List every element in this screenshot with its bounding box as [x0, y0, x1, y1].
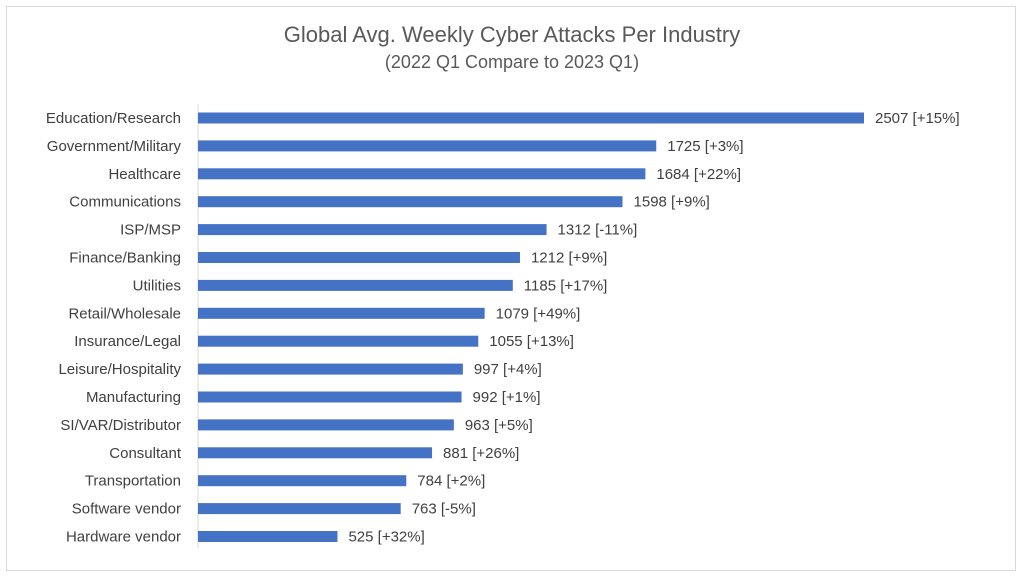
data-label: 2507 [+15%] [875, 110, 960, 127]
data-label: 525 [+32%] [348, 529, 424, 546]
bar [198, 335, 479, 347]
data-label: 963 [+5%] [465, 417, 533, 434]
category-label: Leisure/Hospitality [58, 361, 181, 378]
bar [198, 531, 338, 542]
bar [198, 475, 407, 487]
data-label: 1055 [+13%] [489, 333, 574, 350]
bar [198, 140, 657, 152]
data-label: 1312 [-11%] [558, 222, 638, 239]
bar [198, 224, 547, 236]
category-label: Government/Military [47, 138, 182, 155]
bar [198, 252, 520, 263]
category-label: Manufacturing [86, 389, 181, 406]
bar [198, 391, 462, 403]
category-label: Transportation [85, 473, 181, 490]
bar [198, 363, 463, 375]
category-label: Communications [69, 194, 181, 211]
bar [198, 447, 433, 459]
data-label: 1725 [+3%] [667, 138, 743, 155]
bar [198, 279, 513, 291]
bar [198, 112, 864, 124]
data-label: 1598 [+9%] [634, 194, 710, 211]
data-label: 997 [+4%] [474, 361, 542, 378]
data-label: 1079 [+49%] [496, 305, 581, 322]
data-label: 881 [+26%] [443, 445, 519, 462]
data-label: 992 [+1%] [473, 389, 541, 406]
category-label: Hardware vendor [66, 529, 181, 546]
data-label: 1185 [+17%] [524, 277, 608, 294]
bar [198, 196, 623, 208]
category-label: Software vendor [72, 501, 181, 518]
category-label: ISP/MSP [120, 222, 181, 239]
category-label: Healthcare [108, 166, 181, 183]
bar [198, 168, 646, 180]
bar [198, 307, 485, 319]
category-label: Insurance/Legal [74, 333, 181, 350]
category-label: Consultant [109, 445, 182, 462]
category-label: Education/Research [46, 110, 181, 127]
data-label: 1212 [+9%] [531, 250, 607, 267]
chart-title: Global Avg. Weekly Cyber Attacks Per Ind… [283, 22, 741, 47]
category-label: SI/VAR/Distributor [60, 417, 181, 434]
category-label: Retail/Wholesale [68, 305, 181, 322]
data-label: 784 [+2%] [417, 473, 485, 490]
data-label: 1684 [+22%] [656, 166, 741, 183]
bar [198, 503, 401, 515]
bar [198, 419, 454, 431]
data-label: 763 [-5%] [412, 501, 476, 518]
category-label: Finance/Banking [69, 250, 181, 267]
chart-subtitle: (2022 Q1 Compare to 2023 Q1) [384, 52, 640, 72]
category-label: Utilities [133, 277, 181, 294]
